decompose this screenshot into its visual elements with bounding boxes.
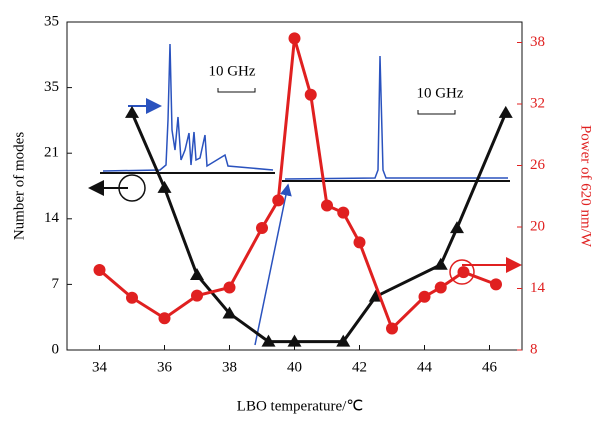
y-axis-label: Number of modes	[11, 132, 27, 240]
annotation: 10 GHz	[208, 63, 255, 79]
x-tick-label: 44	[417, 359, 433, 375]
point	[288, 32, 301, 45]
y2-tick-label: 20	[530, 218, 545, 234]
point	[272, 194, 285, 207]
point	[256, 222, 268, 235]
point	[418, 290, 431, 303]
point	[304, 88, 317, 101]
y-tick-label: 7	[52, 276, 60, 292]
y2-tick-label: 26	[530, 157, 546, 173]
x-tick-label: 40	[287, 359, 302, 375]
point	[223, 281, 236, 294]
point	[337, 206, 350, 219]
x-tick-label: 42	[352, 359, 367, 375]
point	[457, 266, 470, 279]
y2-tick-label: 38	[530, 34, 545, 50]
y2-tick-label: 14	[530, 280, 546, 296]
point	[490, 278, 502, 291]
point	[336, 334, 351, 347]
point	[353, 236, 366, 249]
annotation: 10 GHz	[416, 85, 463, 101]
point	[125, 105, 139, 118]
point	[261, 334, 276, 347]
y2-axis-label: Power of 620 nm/W	[578, 125, 594, 248]
x-tick-label: 34	[92, 359, 108, 375]
point	[434, 281, 447, 294]
y-tick-label: 35	[44, 79, 59, 95]
x-tick-label: 36	[157, 359, 173, 375]
point	[450, 221, 464, 234]
x-tick-label: 46	[482, 359, 498, 375]
y2-tick-label: 32	[530, 95, 545, 111]
x-tick-label: 38	[222, 359, 237, 375]
y-tick-label: 21	[44, 145, 59, 161]
point	[386, 322, 398, 335]
y-tick-label: 35	[44, 13, 59, 29]
y-tick-label: 0	[52, 341, 60, 357]
point	[287, 334, 302, 347]
y2-tick-label: 8	[530, 341, 538, 357]
point	[321, 199, 333, 212]
point	[191, 289, 203, 302]
point	[498, 105, 513, 118]
point	[157, 180, 172, 193]
y-tick-label: 14	[44, 210, 60, 226]
point	[93, 264, 106, 277]
point	[126, 291, 138, 304]
point	[158, 312, 171, 325]
point	[433, 257, 448, 270]
point	[222, 306, 237, 319]
x-axis-label: LBO temperature/℃	[237, 398, 363, 414]
insets	[88, 43, 522, 346]
point	[190, 268, 204, 281]
